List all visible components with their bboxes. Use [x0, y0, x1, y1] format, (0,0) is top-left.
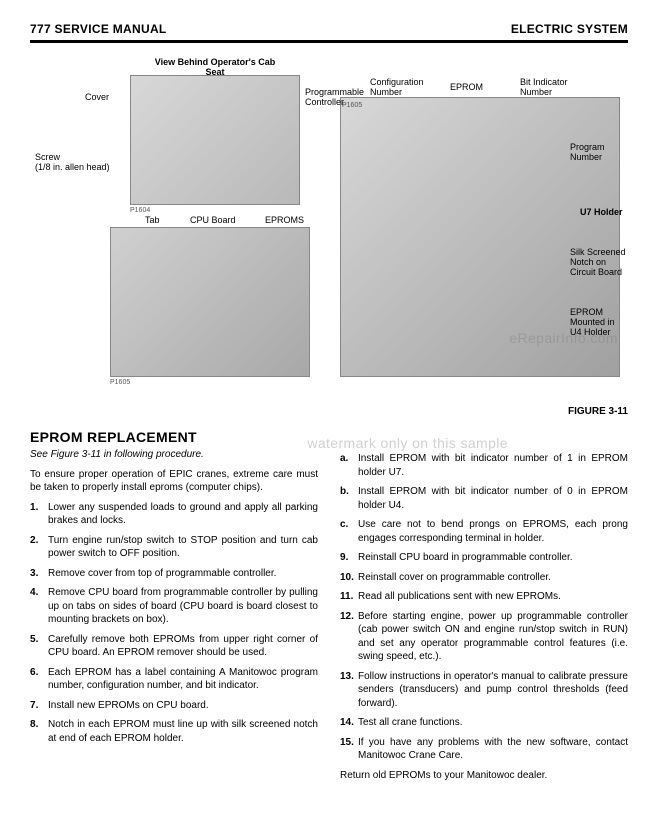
watermark-note: watermark only on this sample: [307, 435, 508, 451]
step-8: Notch in each EPROM must line up with si…: [30, 718, 318, 745]
step-5: Carefully remove both EPROMs from upper …: [30, 633, 318, 660]
figure-image-cover: [130, 75, 300, 205]
header-right: ELECTRIC SYSTEM: [511, 22, 628, 36]
step-8b-text: Install EPROM with bit indicator number …: [358, 486, 628, 511]
page: 3 777 SERVICE MANUAL ELECTRIC SYSTEM Vie…: [0, 0, 658, 818]
label-cpu-board: CPU Board: [190, 215, 236, 225]
step-8b: b.Install EPROM with bit indicator numbe…: [340, 485, 628, 512]
header-left: 777 SERVICE MANUAL: [30, 22, 167, 36]
step-8c: c.Use care not to bend prongs on EPROMS,…: [340, 518, 628, 545]
intro-paragraph: To ensure proper operation of EPIC crane…: [30, 468, 318, 495]
ptag-3: P1605: [342, 102, 362, 109]
label-tab: Tab: [145, 215, 160, 225]
step-9: Reinstall CPU board in programmable cont…: [340, 551, 628, 565]
step-12: Before starting engine, power up program…: [340, 610, 628, 664]
ptag-1: P1604: [130, 207, 150, 214]
step-3: Remove cover from top of programmable co…: [30, 567, 318, 581]
steps-list-right: Reinstall CPU board in programmable cont…: [340, 551, 628, 763]
step-2: Turn engine run/stop switch to STOP posi…: [30, 534, 318, 561]
step-4: Remove CPU board from programmable contr…: [30, 586, 318, 627]
label-eprom: EPROM: [450, 82, 483, 92]
step-7: Install new EPROMs on CPU board.: [30, 699, 318, 713]
label-screw: Screw (1/8 in. allen head): [35, 152, 110, 172]
figure-image-cpu-board: [110, 227, 310, 377]
label-u7-holder: U7 Holder: [580, 207, 623, 217]
step-15: If you have any problems with the new so…: [340, 736, 628, 763]
substeps-list: a.Install EPROM with bit indicator numbe…: [340, 452, 628, 545]
column-left: See Figure 3-11 in following procedure. …: [30, 448, 318, 788]
step-8c-text: Use care not to bend prongs on EPROMS, e…: [358, 519, 628, 544]
see-figure-note: See Figure 3-11 in following procedure.: [30, 448, 318, 462]
step-10: Reinstall cover on programmable controll…: [340, 571, 628, 585]
step-1: Lower any suspended loads to ground and …: [30, 501, 318, 528]
label-program-number: Program Number: [570, 142, 605, 162]
steps-list-left: Lower any suspended loads to ground and …: [30, 501, 318, 746]
figure-number: FIGURE 3-11: [568, 406, 628, 417]
step-11: Read all publications sent with new EPRO…: [340, 590, 628, 604]
figure-area: View Behind Operator's Cab Seat Cover Sc…: [30, 57, 628, 417]
label-bit-indicator: Bit Indicator Number: [520, 77, 568, 97]
step-6: Each EPROM has a label containing A Mani…: [30, 666, 318, 693]
body-columns: See Figure 3-11 in following procedure. …: [30, 448, 628, 788]
label-silk-screened: Silk Screened Notch on Circuit Board: [570, 247, 626, 277]
page-header: 777 SERVICE MANUAL ELECTRIC SYSTEM: [30, 22, 628, 43]
step-13: Follow instructions in operator's manual…: [340, 670, 628, 711]
watermark-brand: eRepairInfo.com: [509, 330, 618, 346]
figure-title: View Behind Operator's Cab Seat: [150, 57, 280, 77]
ptag-2: P1605: [110, 379, 130, 386]
return-note: Return old EPROMs to your Manitowoc deal…: [340, 769, 628, 783]
step-8a: a.Install EPROM with bit indicator numbe…: [340, 452, 628, 479]
label-eproms: EPROMS: [265, 215, 304, 225]
step-8a-text: Install EPROM with bit indicator number …: [358, 453, 628, 478]
label-config-number: Configuration Number: [370, 77, 424, 97]
step-14: Test all crane functions.: [340, 716, 628, 730]
column-right: a.Install EPROM with bit indicator numbe…: [340, 448, 628, 788]
label-cover: Cover: [85, 92, 109, 102]
